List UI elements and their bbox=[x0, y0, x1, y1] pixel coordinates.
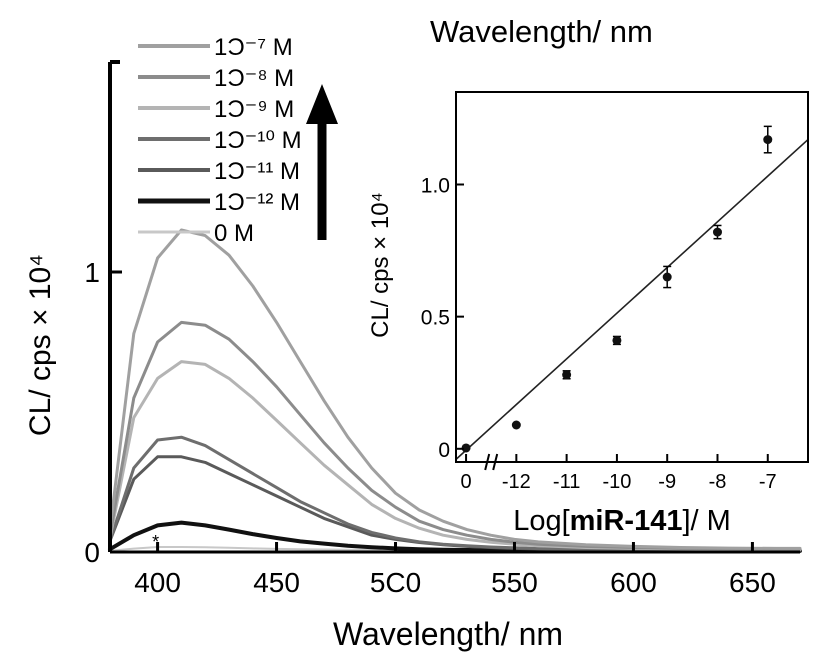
axis-break-2 bbox=[492, 453, 499, 471]
main-axes: 400 450 5C0 550 600 650 0 1 * bbox=[84, 60, 800, 598]
inset-x-tick-label-1: -12 bbox=[502, 471, 531, 493]
legend-label-2: 1Ͻ⁻⁹ M bbox=[214, 96, 294, 123]
inset-x-axis-title-prefix: Log[ bbox=[513, 505, 569, 537]
inset-axes: 0 -12 -11 -10 -9 -8 -7 0 0.5 1.0 bbox=[421, 91, 809, 493]
inset-x-axis-title: Log[miR-141]/ M bbox=[513, 505, 731, 537]
inset-y-tick-label-0: 0 bbox=[438, 439, 450, 462]
main-plot: 400 450 5C0 550 600 650 0 1 * 1Ͻ⁻⁷ M 1Ͻ⁻⁸ M 1Ͻ⁻⁹ M… bbox=[24, 14, 802, 652]
x-tick-label-5: 650 bbox=[729, 567, 776, 598]
concentration-arrow bbox=[306, 84, 338, 240]
inset-points bbox=[461, 125, 773, 453]
data-point-3 bbox=[612, 335, 622, 345]
x-tick-label-0: 400 bbox=[134, 567, 181, 598]
legend-label-5: 1Ͻ⁻¹² M bbox=[214, 189, 300, 216]
inset-x-axis-title-bold: miR-141 bbox=[570, 505, 683, 537]
data-point-2 bbox=[562, 370, 572, 380]
inset-y-axis-title: CL/ cps × 10⁴ bbox=[367, 192, 394, 338]
inset-x-tick-label-0: 0 bbox=[460, 471, 471, 493]
y-tick-label-1: 1 bbox=[84, 257, 100, 288]
inset-x-tick-label-6: -7 bbox=[759, 471, 777, 493]
inset-frame bbox=[455, 91, 809, 463]
inset-x-tick-label-4: -9 bbox=[658, 471, 676, 493]
legend-label-1: 1Ͻ⁻⁸ M bbox=[214, 65, 294, 92]
y-axis-title: CL/ cps × 10⁴ bbox=[24, 254, 57, 436]
legend-label-6: 0 M bbox=[214, 220, 254, 247]
x-axis-title: Wavelength/ nm bbox=[333, 616, 563, 652]
axis-break-1 bbox=[484, 453, 491, 471]
main-curves bbox=[108, 228, 802, 553]
data-point-1 bbox=[511, 420, 521, 430]
legend-label-4: 1Ͻ⁻¹¹ M bbox=[214, 158, 300, 185]
data-point-6 bbox=[763, 135, 773, 145]
legend-label-0: 1Ͻ⁻⁷ M bbox=[214, 34, 293, 61]
inset-x-tick-label-2: -11 bbox=[553, 471, 580, 493]
inset-y-tick-label-2: 1.0 bbox=[421, 175, 450, 198]
x-tick-label-2: 5C0 bbox=[370, 567, 421, 598]
data-point-5 bbox=[712, 227, 722, 237]
annotation-0: * bbox=[152, 532, 159, 552]
inset-y-tick-label-1: 0.5 bbox=[421, 307, 450, 330]
x-tick-label-1: 450 bbox=[253, 567, 300, 598]
inset-x-tick-label-3: -10 bbox=[602, 471, 631, 493]
y-tick-label-0: 0 bbox=[84, 537, 100, 568]
arrow-head bbox=[306, 84, 338, 124]
legend-label-3: 1Ͻ⁻¹⁰ M bbox=[214, 127, 302, 154]
legend: 1Ͻ⁻⁷ M 1Ͻ⁻⁸ M 1Ͻ⁻⁹ M 1Ͻ⁻¹⁰ M 1Ͻ⁻¹¹ M 1Ͻ⁻¹² M 0… bbox=[138, 34, 302, 247]
inset-x-tick-label-5: -8 bbox=[709, 471, 727, 493]
inset-x-axis-title-suffix: ]/ M bbox=[682, 505, 730, 537]
data-point-0 bbox=[461, 443, 471, 453]
inset-background bbox=[456, 92, 812, 462]
x-tick-label-4: 600 bbox=[610, 567, 657, 598]
top-x-axis-title: Wavelength/ nm bbox=[430, 14, 653, 49]
x-tick-label-3: 550 bbox=[491, 567, 538, 598]
inset-fit-line bbox=[455, 138, 809, 460]
inset-plot: 0 -12 -11 -10 -9 -8 -7 0 0.5 1.0 CL/ cps × 10⁴ Lo… bbox=[367, 91, 812, 537]
data-point-4 bbox=[662, 272, 672, 282]
fit-line bbox=[455, 138, 809, 460]
